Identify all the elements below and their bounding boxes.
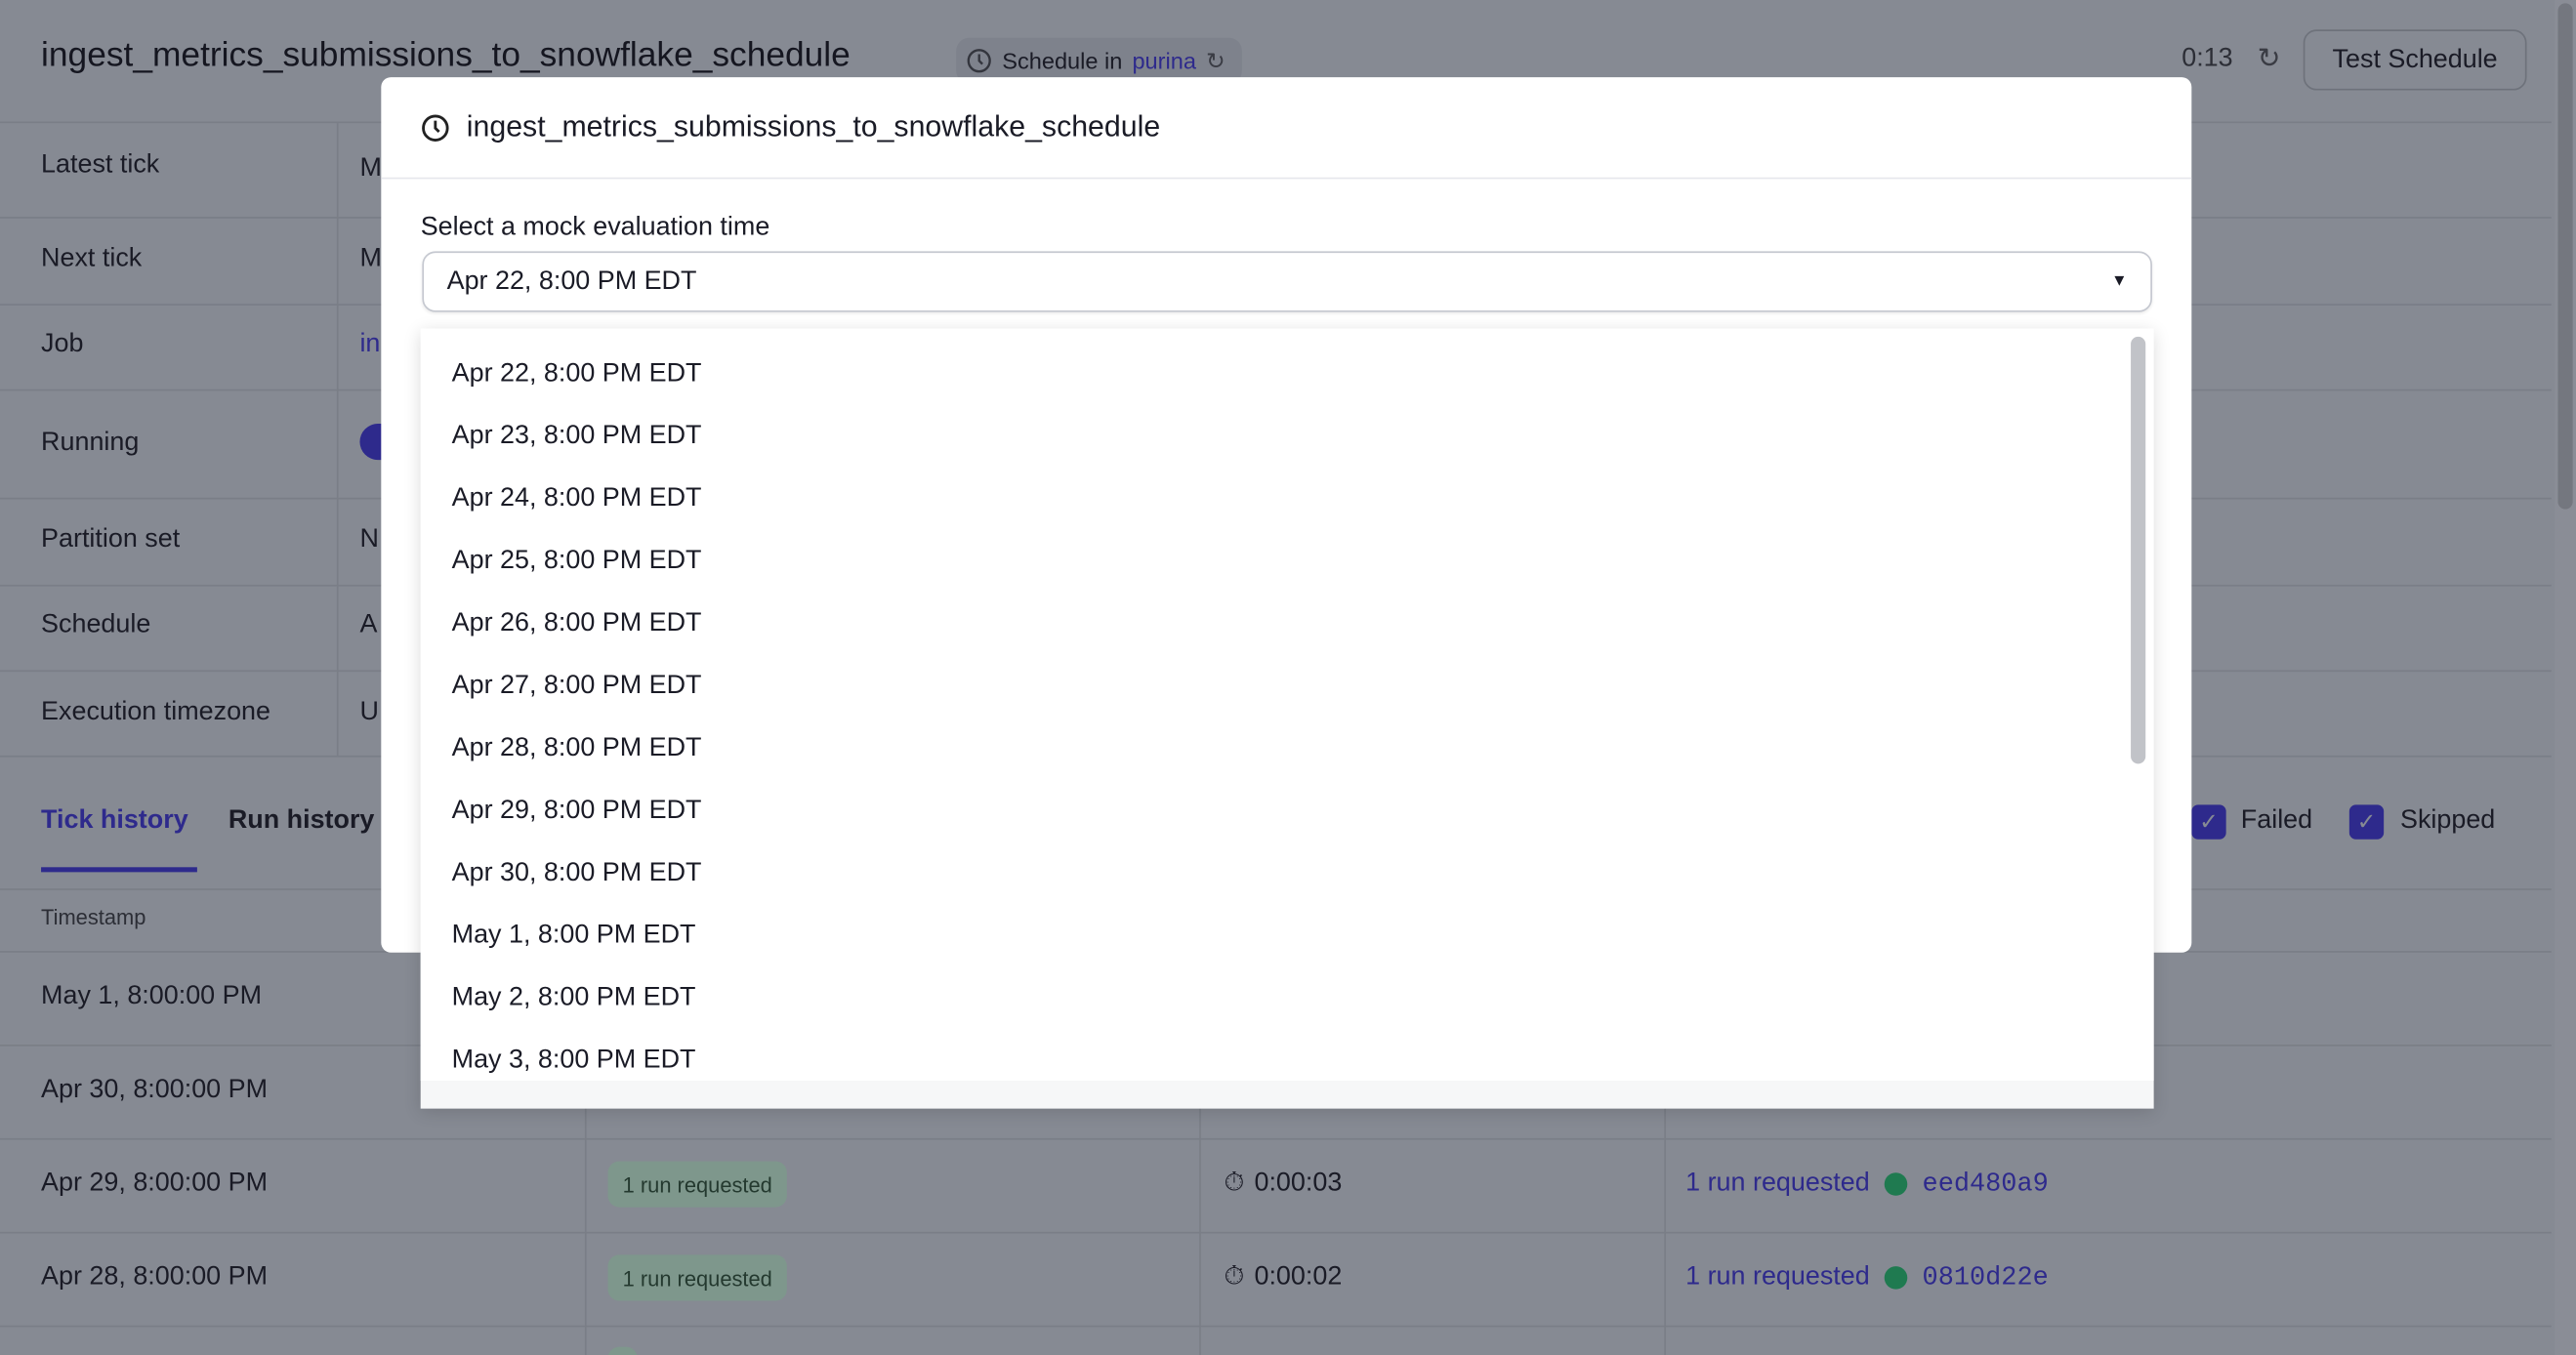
detail-label: Job [41, 330, 84, 358]
dialog-title-text: ingest_metrics_submissions_to_snowflake_… [466, 109, 1161, 144]
duration: ⏱ 0:00:02 [1224, 1263, 1342, 1293]
option-item[interactable]: Apr 24, 8:00 PM EDT [451, 484, 702, 513]
selected-value: Apr 22, 8:00 PM EDT [446, 267, 697, 295]
option-item[interactable]: Apr 27, 8:00 PM EDT [451, 672, 702, 700]
option-item[interactable]: Apr 26, 8:00 PM EDT [451, 609, 702, 637]
tick-result: 1 run requested eed480a9 [1685, 1170, 2049, 1199]
caret-down-icon: ▼ [2111, 272, 2128, 291]
schedule-location-tag: Schedule in purina ↻ [956, 37, 1242, 84]
skipped-checkbox[interactable]: ✓ [2348, 804, 2385, 840]
clock-icon [421, 112, 450, 142]
tick-timestamp: Apr 30, 8:00:00 PM [41, 1075, 268, 1104]
tag-prefix: Schedule in [1002, 47, 1123, 74]
run-success-dot [1884, 1172, 1908, 1196]
tick-timestamp: Apr 28, 8:00:00 PM [41, 1262, 268, 1292]
status-badge: 1 run requested [607, 1161, 788, 1208]
detail-value: A [359, 610, 378, 639]
clock-icon [966, 48, 992, 74]
duration-value: 0:00:02 [1254, 1262, 1343, 1292]
result-link[interactable]: 1 run requested [1685, 1169, 1870, 1198]
tick-result: 1 run requested 0810d22e [1685, 1263, 2049, 1293]
run-id-link[interactable]: 0810d22e [1922, 1262, 2049, 1293]
result-link[interactable]: 1 run requested [1685, 1262, 1870, 1292]
option-item[interactable]: Apr 29, 8:00 PM EDT [451, 796, 702, 825]
detail-label: Running [41, 429, 140, 457]
duration-value: 0:00:03 [1254, 1169, 1343, 1198]
stopwatch-icon: ⏱ [1224, 1169, 1245, 1198]
detail-label: Next tick [41, 244, 143, 273]
option-list: Apr 22, 8:00 PM EDT Apr 23, 8:00 PM EDT Ap… [420, 328, 2127, 1082]
test-schedule-button[interactable]: Test Schedule [2303, 29, 2527, 91]
tab-tick-history[interactable]: Tick history [41, 806, 188, 835]
detail-label: Partition set [41, 525, 181, 554]
option-item[interactable]: Apr 22, 8:00 PM EDT [451, 359, 702, 389]
page-title: ingest_metrics_submissions_to_snowflake_… [41, 36, 851, 74]
column-header-timestamp: Timestamp [41, 905, 146, 930]
option-item[interactable]: May 1, 8:00 PM EDT [451, 921, 696, 950]
run-id-link[interactable]: eed480a9 [1922, 1169, 2049, 1200]
evaluation-time-dropdown: Apr 22, 8:00 PM EDT Apr 23, 8:00 PM EDT Ap… [420, 328, 2154, 1109]
detail-label: Execution timezone [41, 698, 270, 726]
skipped-label: Skipped [2399, 806, 2496, 835]
detail-value: M [359, 244, 382, 273]
refresh-timer: 0:13 [2181, 44, 2233, 73]
detail-value: M [359, 154, 382, 183]
option-item[interactable]: Apr 30, 8:00 PM EDT [451, 858, 702, 887]
location-link[interactable]: purina [1132, 47, 1196, 74]
run-success-dot [1884, 1266, 1908, 1290]
dropdown-scrollbar-thumb[interactable] [2131, 336, 2146, 764]
stopwatch-icon: ⏱ [1224, 1262, 1245, 1292]
dialog-title: ingest_metrics_submissions_to_snowflake_… [421, 110, 1160, 144]
page-scrollbar-thumb[interactable] [2557, 3, 2573, 510]
tick-timestamp: Apr 29, 8:00:00 PM [41, 1169, 268, 1198]
option-item[interactable]: Apr 28, 8:00 PM EDT [451, 734, 702, 762]
refresh-icon[interactable]: ↻ [2257, 42, 2281, 74]
evaluation-time-select[interactable]: Apr 22, 8:00 PM EDT ▼ [422, 251, 2152, 312]
status-badge [607, 1346, 638, 1355]
divider [381, 177, 2192, 180]
reload-icon[interactable]: ↻ [1206, 46, 1226, 73]
option-item[interactable]: Apr 25, 8:00 PM EDT [451, 547, 702, 575]
detail-value: N [359, 525, 379, 554]
status-badge: 1 run requested [607, 1254, 788, 1301]
failed-checkbox[interactable]: ✓ [2191, 804, 2226, 840]
job-link[interactable]: in [359, 330, 381, 358]
option-item[interactable]: Apr 23, 8:00 PM EDT [451, 422, 702, 450]
option-item[interactable]: May 3, 8:00 PM EDT [451, 1046, 696, 1075]
failed-label: Failed [2240, 806, 2313, 835]
option-item[interactable]: May 2, 8:00 PM EDT [451, 983, 696, 1012]
active-tab-indicator [41, 867, 197, 873]
detail-label: Schedule [41, 610, 151, 639]
tab-run-history[interactable]: Run history [228, 806, 375, 835]
detail-value: U [359, 698, 379, 726]
detail-label: Latest tick [41, 150, 160, 180]
duration: ⏱ 0:00:03 [1224, 1170, 1342, 1199]
tick-timestamp: May 1, 8:00:00 PM [41, 982, 263, 1010]
field-label: Select a mock evaluation time [420, 213, 770, 242]
